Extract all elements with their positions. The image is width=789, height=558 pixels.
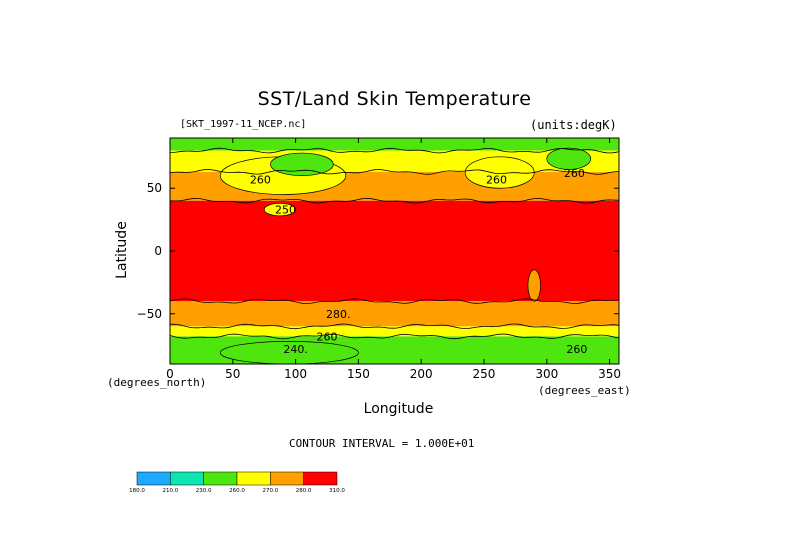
x-tick-label-300: 300 [535,367,558,381]
contour-line-6 [170,333,619,340]
temperature-band-5 [170,326,619,337]
legend-label-2: 230.0 [196,488,212,494]
region-andes [527,269,541,302]
temperature-band-4 [170,301,619,327]
x-tick-label-250: 250 [473,367,496,381]
temperature-band-0 [170,138,619,151]
x-tick-label-350: 350 [598,367,621,381]
contour-label-4: 280. [326,308,351,321]
legend-swatch-5 [303,471,338,486]
x-tick-label-200: 200 [410,367,433,381]
contour-line-4 [170,298,619,304]
contour-interval-label: CONTOUR INTERVAL = 1.000E+01 [289,437,475,450]
dataset-label: [SKT_1997-11_NCEP.nc] [180,119,307,130]
y-tick-label-0: 50 [147,181,162,195]
x-tick-label-150: 150 [347,367,370,381]
temperature-band-3 [170,200,619,302]
contour-label-6: 240. [283,343,308,356]
x-tick-label-0: 0 [166,367,174,381]
x-axis-label: Longitude [363,401,434,417]
contour-line-3 [170,197,619,204]
region-antarctica-interior [219,341,359,364]
legend-label-1: 210.0 [162,488,178,494]
contour-line-2 [170,169,619,175]
region-siberia-core [270,152,334,177]
legend-swatch-4 [270,471,304,486]
y-tick-label-2: −50 [137,307,162,321]
contour-line-1 [170,147,619,154]
legend-swatch-0 [136,471,171,486]
contour-label-2: 260 [564,167,585,180]
contour-label-3: 250 [275,204,296,217]
contour-label-1: 260 [486,173,507,186]
x-axis-units: (degrees_east) [538,384,631,397]
legend-swatch-1 [170,471,204,486]
units-label: (units:degK) [530,118,617,132]
axes: 0 50 100 150 200 250 300 350 50 0 −50 [137,137,621,381]
chart-title: SST/Land Skin Temperature [257,88,532,110]
contour-line-5 [170,323,619,330]
legend-label-6: 310.0 [329,488,345,494]
contour-label-0: 260 [250,173,271,186]
contour-label-7: 260 [566,343,587,356]
legend-label-0: 180.0 [129,488,145,494]
legend-label-4: 270.0 [262,488,278,494]
legend-swatch-3 [236,471,271,486]
legend-label-5: 280.0 [296,488,312,494]
x-tick-label-50: 50 [225,367,240,381]
contour-label-5: 260 [316,330,337,343]
legend-swatch-2 [203,471,238,486]
x-tick-label-100: 100 [284,367,307,381]
region-greenland [546,147,592,170]
y-tick-label-1: 0 [154,244,162,258]
plot-area: 260 260 260 250 280. 260 240. 260 [170,138,619,364]
color-legend: 180.0 210.0 230.0 260.0 270.0 280.0 310.0 [129,471,345,494]
region-tibet [263,202,296,217]
y-axis-units: (degrees_north) [107,376,207,389]
legend-label-3: 260.0 [229,488,245,494]
